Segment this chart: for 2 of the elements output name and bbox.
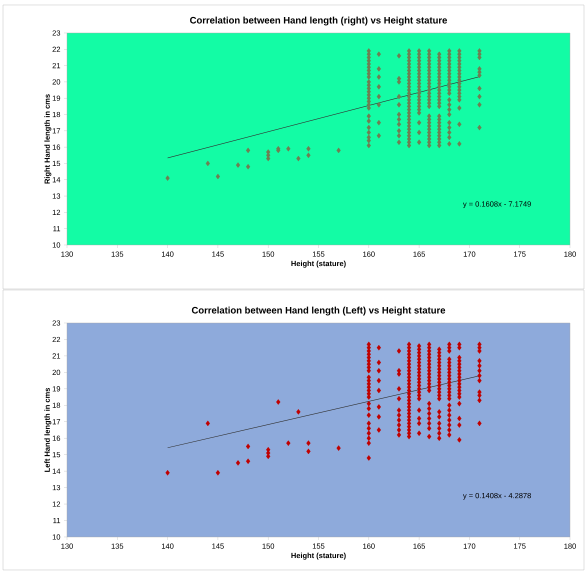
- chart-title: Correlation between Hand length (Left) vs Height stature: [192, 306, 446, 316]
- chart-title: Correlation between Hand length (right) vs Height stature: [190, 16, 448, 26]
